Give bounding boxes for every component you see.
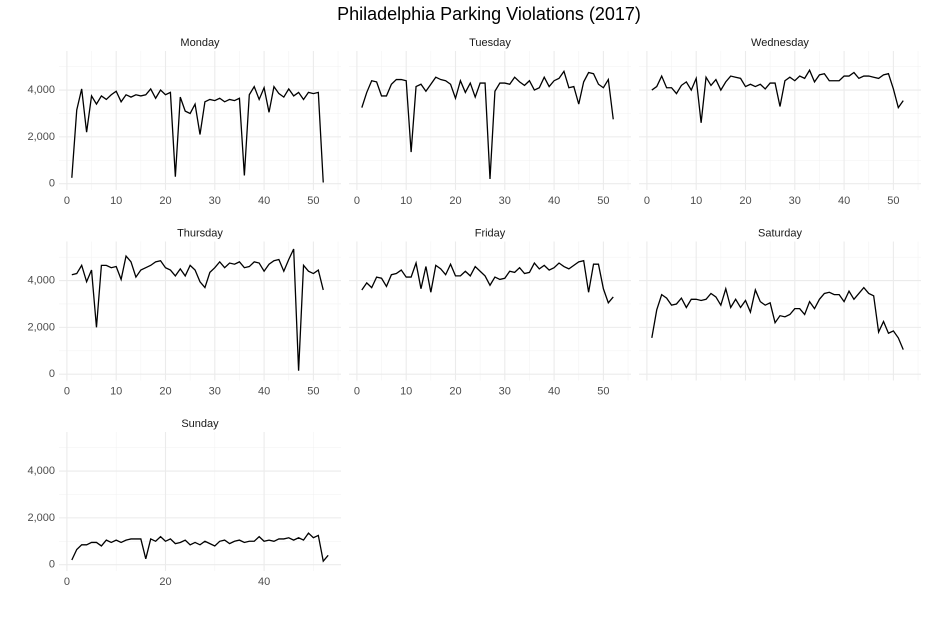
- x-tick-label: 20: [159, 576, 171, 588]
- y-tick-label: 2,000: [27, 321, 55, 333]
- x-tick-label: 50: [307, 195, 319, 207]
- x-tick-label: 0: [64, 195, 70, 207]
- y-tick-label: 0: [49, 559, 55, 571]
- x-tick-label: 30: [499, 385, 511, 397]
- y-tick-label: 0: [49, 368, 55, 380]
- y-tick-label: 4,000: [27, 84, 55, 96]
- x-tick-label: 30: [499, 195, 511, 207]
- x-tick-label: 0: [354, 385, 360, 397]
- line: [71, 84, 324, 183]
- line: [71, 532, 329, 563]
- x-tick-label: 40: [548, 385, 560, 397]
- x-tick-label: 50: [597, 195, 609, 207]
- x-tick-label: 40: [258, 385, 270, 397]
- x-tick-label: 40: [548, 195, 560, 207]
- x-tick-label: 30: [789, 195, 801, 207]
- panel-title: Thursday: [177, 227, 223, 239]
- y-tick-label: 2,000: [27, 131, 55, 143]
- panel-title: Tuesday: [469, 37, 511, 49]
- x-tick-label: 20: [449, 385, 461, 397]
- x-tick-label: 10: [400, 385, 412, 397]
- x-tick-label: 30: [209, 195, 221, 207]
- x-tick-label: 0: [64, 576, 70, 588]
- x-tick-label: 30: [209, 385, 221, 397]
- y-tick-label: 4,000: [27, 274, 55, 286]
- x-tick-label: 10: [110, 195, 122, 207]
- panel-title: Friday: [475, 227, 506, 239]
- x-tick-label: 50: [887, 195, 899, 207]
- line: [361, 259, 614, 305]
- x-tick-label: 40: [258, 195, 270, 207]
- x-tick-label: 50: [597, 385, 609, 397]
- x-tick-label: 20: [159, 195, 171, 207]
- panel-title: Sunday: [181, 418, 219, 430]
- x-tick-label: 20: [449, 195, 461, 207]
- x-tick-label: 10: [400, 195, 412, 207]
- panel-title: Saturday: [758, 227, 803, 239]
- line: [651, 286, 904, 350]
- x-tick-label: 0: [644, 195, 650, 207]
- x-tick-label: 0: [64, 385, 70, 397]
- x-tick-label: 40: [258, 576, 270, 588]
- x-tick-label: 10: [110, 385, 122, 397]
- panel-title: Wednesday: [751, 37, 809, 49]
- x-tick-label: 50: [307, 385, 319, 397]
- y-tick-label: 2,000: [27, 512, 55, 524]
- x-tick-label: 0: [354, 195, 360, 207]
- line: [361, 69, 614, 180]
- panel-title: Monday: [180, 37, 220, 49]
- y-tick-label: 4,000: [27, 465, 55, 477]
- line: [71, 248, 324, 371]
- chart-title: Philadelphia Parking Violations (2017): [337, 4, 641, 24]
- x-tick-label: 20: [159, 385, 171, 397]
- y-tick-label: 0: [49, 178, 55, 190]
- x-tick-label: 20: [739, 195, 751, 207]
- x-tick-label: 10: [690, 195, 702, 207]
- x-tick-label: 40: [838, 195, 850, 207]
- line: [651, 68, 904, 123]
